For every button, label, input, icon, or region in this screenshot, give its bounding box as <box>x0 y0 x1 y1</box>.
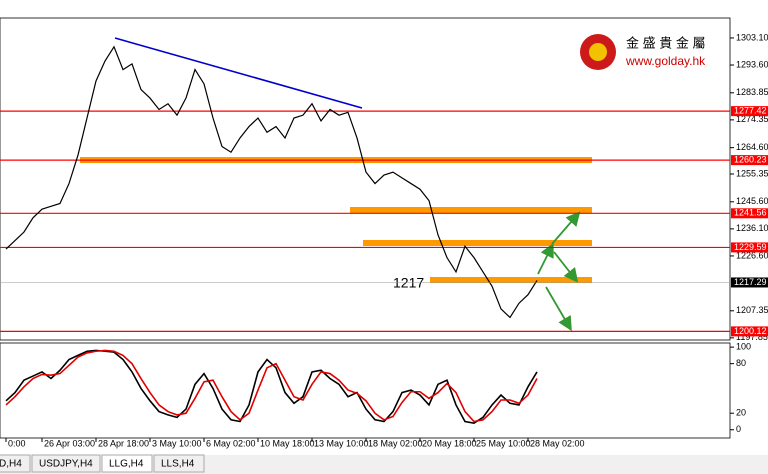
y-tick-label: 1255.35 <box>736 168 768 178</box>
tabs: D,H4 USDJPY,H4 LLG,H4 LLS,H4 <box>0 454 205 473</box>
tab-label: LLG,H4 <box>109 459 144 470</box>
level-label: 1277.42 <box>734 105 767 115</box>
level-tag <box>731 208 768 219</box>
arrow <box>553 251 579 283</box>
x-tick-label: 6 May 02:00 <box>206 438 256 448</box>
tab-label: LLS,H4 <box>161 459 195 470</box>
y-tick-label: 1303.10 <box>736 32 768 42</box>
series-line <box>5 45 538 319</box>
y-tick-label: 100 <box>736 342 751 352</box>
level-label: 1200.12 <box>734 326 767 336</box>
y-tick-label: 1293.60 <box>736 59 768 69</box>
x-tick-label: 13 May 10:00 <box>314 438 369 448</box>
y-tick-label: 1226.60 <box>736 250 768 260</box>
tab <box>153 454 205 473</box>
arrow <box>537 242 554 275</box>
level-tag <box>731 326 768 337</box>
zone <box>430 277 592 283</box>
price-panel <box>0 17 731 341</box>
y-tick-label: 1264.60 <box>736 142 768 152</box>
x-tick-label: 18 May 02:00 <box>368 438 423 448</box>
price-tag <box>731 277 768 288</box>
tab <box>101 454 153 473</box>
level-tag <box>731 106 768 117</box>
x-tick-label: 0:00 <box>8 438 26 448</box>
level-label: 1241.56 <box>734 208 767 218</box>
arrow <box>551 211 581 245</box>
x-tick-label: 3 May 10:00 <box>152 438 202 448</box>
level-tag <box>731 155 768 166</box>
level-label: 1229.59 <box>734 242 767 252</box>
y-tick-label: 1207.35 <box>736 305 768 315</box>
y-tick-label: 1236.10 <box>736 223 768 233</box>
series-line <box>5 349 538 423</box>
x-tick-label: 10 May 18:00 <box>260 438 315 448</box>
y-tick-label: 1197.85 <box>736 332 768 342</box>
x-tick-label: 26 Apr 03:00 <box>44 438 95 448</box>
x-tick-label: 25 May 10:00 <box>476 438 531 448</box>
price-label: 1217.29 <box>734 277 767 287</box>
tab-label: USDJPY,H4 <box>39 459 93 470</box>
trend-line <box>114 37 363 109</box>
y-tick-label: 1245.60 <box>736 196 768 206</box>
tab <box>0 454 31 473</box>
level-tag <box>731 242 768 253</box>
y-tick-label: 1283.85 <box>736 87 768 97</box>
y-tick-label: 1274.35 <box>736 114 768 124</box>
x-tick-label: 20 May 18:00 <box>422 438 477 448</box>
tab-label: D,H4 <box>0 459 22 470</box>
zone <box>363 240 592 246</box>
arrows <box>537 211 581 332</box>
y-tick-label: 80 <box>736 358 746 368</box>
oscillator-panel <box>0 342 731 439</box>
y-tick-label: 0 <box>736 424 741 434</box>
level-label: 1260.23 <box>734 154 767 164</box>
arrow <box>545 286 572 332</box>
logo-name: 金 盛 貴 金 屬 <box>626 35 705 50</box>
logo-url: www.golday.hk <box>625 54 706 68</box>
x-tick-label: 28 Apr 18:00 <box>98 438 149 448</box>
zone <box>350 207 592 213</box>
x-tick-label: 28 May 02:00 <box>530 438 585 448</box>
tab <box>31 454 101 473</box>
y-tick-label: 20 <box>736 408 746 418</box>
logo-icon-inner <box>589 43 607 61</box>
